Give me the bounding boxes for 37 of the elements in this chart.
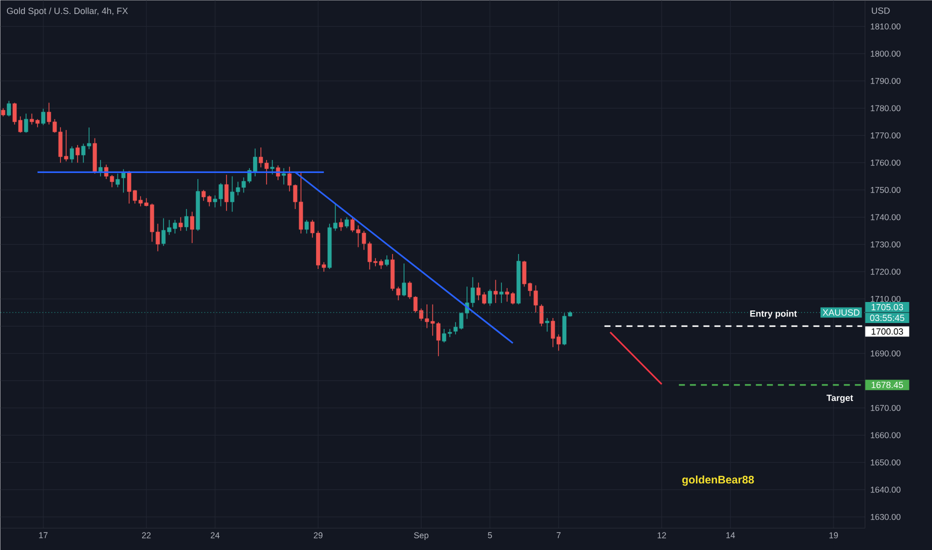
text: 1678.45 <box>872 382 904 388</box>
x-tick-label: 17 <box>39 532 48 538</box>
y-tick-label: 1690.00 <box>870 350 900 356</box>
y-tick-label: 1810.00 <box>870 23 900 30</box>
y-tick-label: 1790.00 <box>870 78 900 84</box>
x-tick-label: 5 <box>488 532 492 538</box>
x-tick-label: 29 <box>314 532 322 538</box>
y-tick-label: 1750.00 <box>870 186 900 193</box>
annotation: Entry point <box>750 310 797 318</box>
x-tick-label: 22 <box>142 532 151 538</box>
x-tick-label: 7 <box>556 532 561 538</box>
text: 03:55:45 <box>870 314 904 321</box>
y-tick-label: 1800.00 <box>870 50 900 57</box>
y-tick-label: 1660.00 <box>870 432 900 438</box>
y-tick-label: 1710.00 <box>870 296 900 302</box>
x-tick-label: Sep <box>414 532 428 540</box>
y-tick-label: 1670.00 <box>870 404 900 411</box>
annotation: Target <box>826 394 854 403</box>
x-tick-label: 14 <box>726 532 735 538</box>
y-tick-label: 1720.00 <box>870 268 900 275</box>
y-tick-label: 1740.00 <box>870 214 900 220</box>
y-tick-label: 1630.00 <box>870 514 900 520</box>
y-tick-label: 1770.00 <box>870 132 900 138</box>
ref-line-label: XAUUSD <box>822 309 860 316</box>
y-tick-label: 1650.00 <box>870 459 900 466</box>
x-tick-label: 19 <box>829 532 838 538</box>
y-axis-title: USD <box>872 7 890 14</box>
x-tick-label: 12 <box>658 532 666 538</box>
text: Gold Spot / U.S. Dollar, 4h, FX <box>6 7 128 16</box>
y-tick-label: 1760.00 <box>870 160 900 166</box>
x-tick-label: 24 <box>210 532 220 538</box>
y-tick-label: 1730.00 <box>870 241 900 248</box>
y-tick-label: 1780.00 <box>870 105 900 112</box>
annotation: goldenBear88 <box>682 475 754 486</box>
text: 1700.03 <box>872 328 904 335</box>
text: 1705.03 <box>872 304 904 310</box>
y-tick-label: 1640.00 <box>870 486 900 493</box>
